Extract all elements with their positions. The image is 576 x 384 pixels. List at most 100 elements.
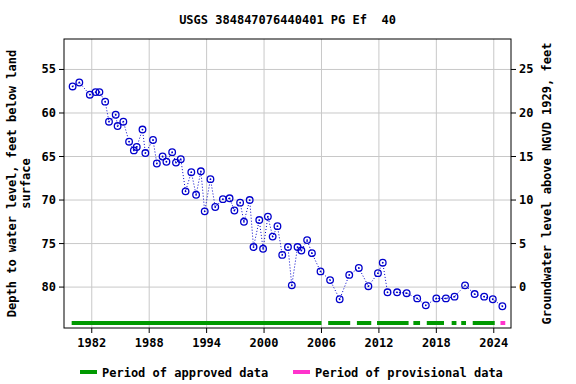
marker-ring	[403, 290, 410, 297]
marker-dot	[287, 246, 289, 248]
marker-dot	[214, 206, 216, 208]
marker-dot	[306, 239, 308, 241]
data-point	[499, 303, 506, 310]
marker-ring	[490, 296, 497, 303]
data-point	[241, 219, 248, 226]
marker-dot	[258, 219, 260, 221]
marker-dot	[339, 298, 341, 300]
tick-label: 2018	[422, 336, 451, 350]
data-point	[193, 192, 200, 199]
grid-line	[64, 287, 511, 288]
data-point	[298, 247, 305, 254]
marker-ring	[375, 270, 382, 277]
grid-line	[64, 112, 511, 113]
marker-ring	[317, 268, 324, 275]
legend-label: Period of approved data	[102, 366, 268, 380]
marker-dot	[233, 210, 235, 212]
tick-label: 80	[42, 280, 56, 294]
grid-line	[64, 69, 511, 70]
y2-axis-label: Groundwater level above NGVD 1929, feet	[540, 43, 554, 325]
period-bar	[452, 321, 457, 325]
grid-line	[206, 39, 207, 328]
data-point	[289, 282, 296, 289]
data-point	[309, 250, 316, 257]
data-point	[246, 197, 253, 204]
marker-dot	[136, 146, 138, 148]
marker-dot	[89, 94, 91, 96]
data-point	[336, 296, 343, 303]
period-bar	[357, 321, 371, 325]
chart: 1982198819942000200620122018202455606570…	[0, 0, 576, 384]
data-point	[285, 244, 292, 251]
marker-ring	[126, 138, 133, 145]
tick	[436, 328, 437, 333]
marker-dot	[492, 298, 494, 300]
marker-dot	[204, 210, 206, 212]
marker-ring	[336, 296, 343, 303]
tick	[59, 112, 64, 113]
marker-dot	[104, 101, 106, 103]
marker-dot	[99, 91, 101, 93]
period-bar	[72, 321, 322, 325]
tick-label: 2006	[307, 336, 336, 350]
title: USGS 384847076440401 PG Ef 40	[179, 13, 396, 27]
period-bar	[427, 321, 444, 325]
marker-ring	[226, 195, 233, 202]
data-point	[198, 168, 205, 175]
tick-label: 75	[42, 237, 56, 251]
tick	[91, 328, 92, 333]
data-point	[274, 223, 281, 230]
data-point	[150, 137, 157, 144]
marker-ring	[112, 111, 119, 118]
data-point	[346, 272, 353, 279]
marker-ring	[462, 282, 469, 289]
data-point	[365, 283, 372, 290]
marker-dot	[190, 171, 192, 173]
data-point	[384, 289, 391, 296]
period-bar	[413, 321, 420, 325]
marker-dot	[348, 274, 350, 276]
data-point	[279, 252, 286, 259]
marker-ring	[142, 150, 149, 157]
marker-ring	[106, 118, 113, 125]
marker-dot	[115, 114, 117, 116]
marker-ring	[193, 192, 200, 199]
tick	[493, 328, 494, 333]
data-point	[265, 213, 272, 220]
data-point	[133, 144, 140, 151]
marker-ring	[133, 144, 140, 151]
tick-label: 2012	[364, 336, 393, 350]
data-point	[120, 118, 127, 125]
data-point	[139, 126, 146, 133]
data-point	[106, 118, 113, 125]
data-point	[237, 199, 244, 206]
marker-ring	[279, 252, 286, 259]
marker-dot	[320, 271, 322, 273]
tick-label: 65	[42, 150, 56, 164]
marker-dot	[396, 291, 398, 293]
marker-ring	[69, 83, 76, 90]
grid-line	[378, 39, 379, 328]
data-point	[212, 204, 219, 211]
marker-dot	[416, 298, 418, 300]
marker-dot	[367, 285, 369, 287]
grid-line	[493, 39, 494, 328]
marker-dot	[156, 163, 158, 165]
grid-line	[149, 39, 150, 328]
marker-ring	[154, 160, 161, 167]
tick	[59, 287, 64, 288]
data-point	[317, 268, 324, 275]
marker-ring	[163, 158, 170, 165]
marker-dot	[162, 156, 164, 158]
marker-dot	[277, 225, 279, 227]
data-point	[451, 293, 458, 300]
marker-ring	[304, 237, 311, 244]
tick	[59, 200, 64, 201]
marker-dot	[474, 293, 476, 295]
data-point	[375, 270, 382, 277]
marker-ring	[394, 289, 401, 296]
marker-ring	[198, 168, 205, 175]
data-point	[250, 244, 257, 251]
marker-ring	[177, 156, 184, 163]
data-point	[182, 188, 189, 195]
